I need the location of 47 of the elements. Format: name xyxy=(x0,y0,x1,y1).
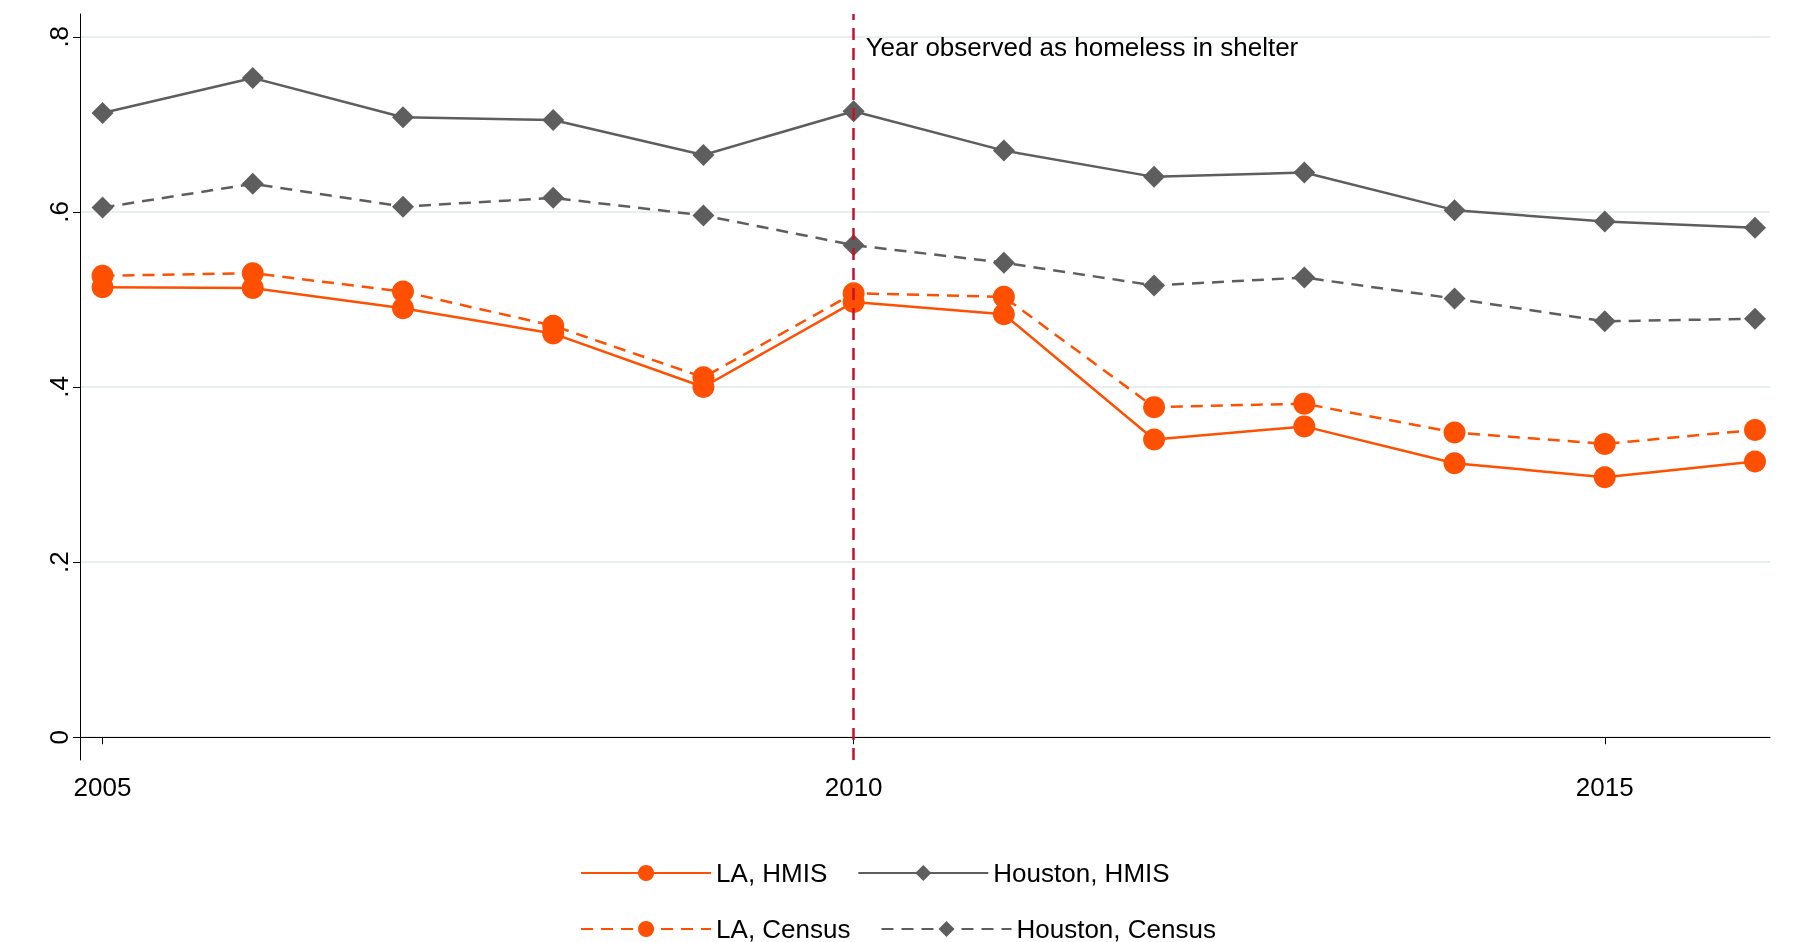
point xyxy=(542,186,565,209)
point xyxy=(1743,216,1766,239)
point xyxy=(91,101,114,124)
y-tick-label: .2 xyxy=(44,551,74,573)
point xyxy=(692,204,715,227)
point xyxy=(1143,396,1166,419)
legend-label: Houston, Census xyxy=(1016,914,1216,942)
y-tick-label: 0 xyxy=(44,730,74,745)
point xyxy=(91,196,114,219)
point xyxy=(1293,415,1316,438)
point xyxy=(241,172,264,195)
x-tick-label: 2015 xyxy=(1575,772,1634,802)
point xyxy=(1143,274,1166,297)
x-tick-label: 2005 xyxy=(73,772,132,802)
point xyxy=(1293,266,1316,289)
legend-label: LA, Census xyxy=(716,914,851,942)
point xyxy=(392,280,414,303)
point xyxy=(1293,392,1316,415)
point xyxy=(391,106,414,129)
y-tick-label: .6 xyxy=(44,201,74,223)
point xyxy=(1593,466,1616,489)
y-tick-label: .8 xyxy=(44,25,74,48)
legend-label: LA, HMIS xyxy=(716,858,828,888)
point xyxy=(992,285,1015,308)
legend-label: Houston, HMIS xyxy=(993,858,1170,888)
point xyxy=(1593,210,1616,233)
point xyxy=(241,66,264,89)
point xyxy=(1744,450,1766,473)
y-tick-label: .4 xyxy=(44,376,74,398)
point xyxy=(1593,310,1616,333)
point xyxy=(1443,199,1466,222)
point xyxy=(542,108,565,131)
point xyxy=(992,251,1015,274)
point xyxy=(1293,161,1316,184)
point xyxy=(1143,428,1166,451)
x-tick-label: 2010 xyxy=(824,772,883,802)
point xyxy=(992,139,1015,162)
ref-line-label: Year observed as homeless in shelter xyxy=(865,32,1299,62)
point xyxy=(1744,418,1766,441)
point xyxy=(1443,287,1466,310)
point xyxy=(1743,307,1766,330)
point xyxy=(391,195,414,218)
point xyxy=(1443,421,1466,444)
point xyxy=(1143,165,1166,188)
point xyxy=(1593,432,1616,455)
point xyxy=(1443,452,1466,475)
point xyxy=(692,143,715,166)
